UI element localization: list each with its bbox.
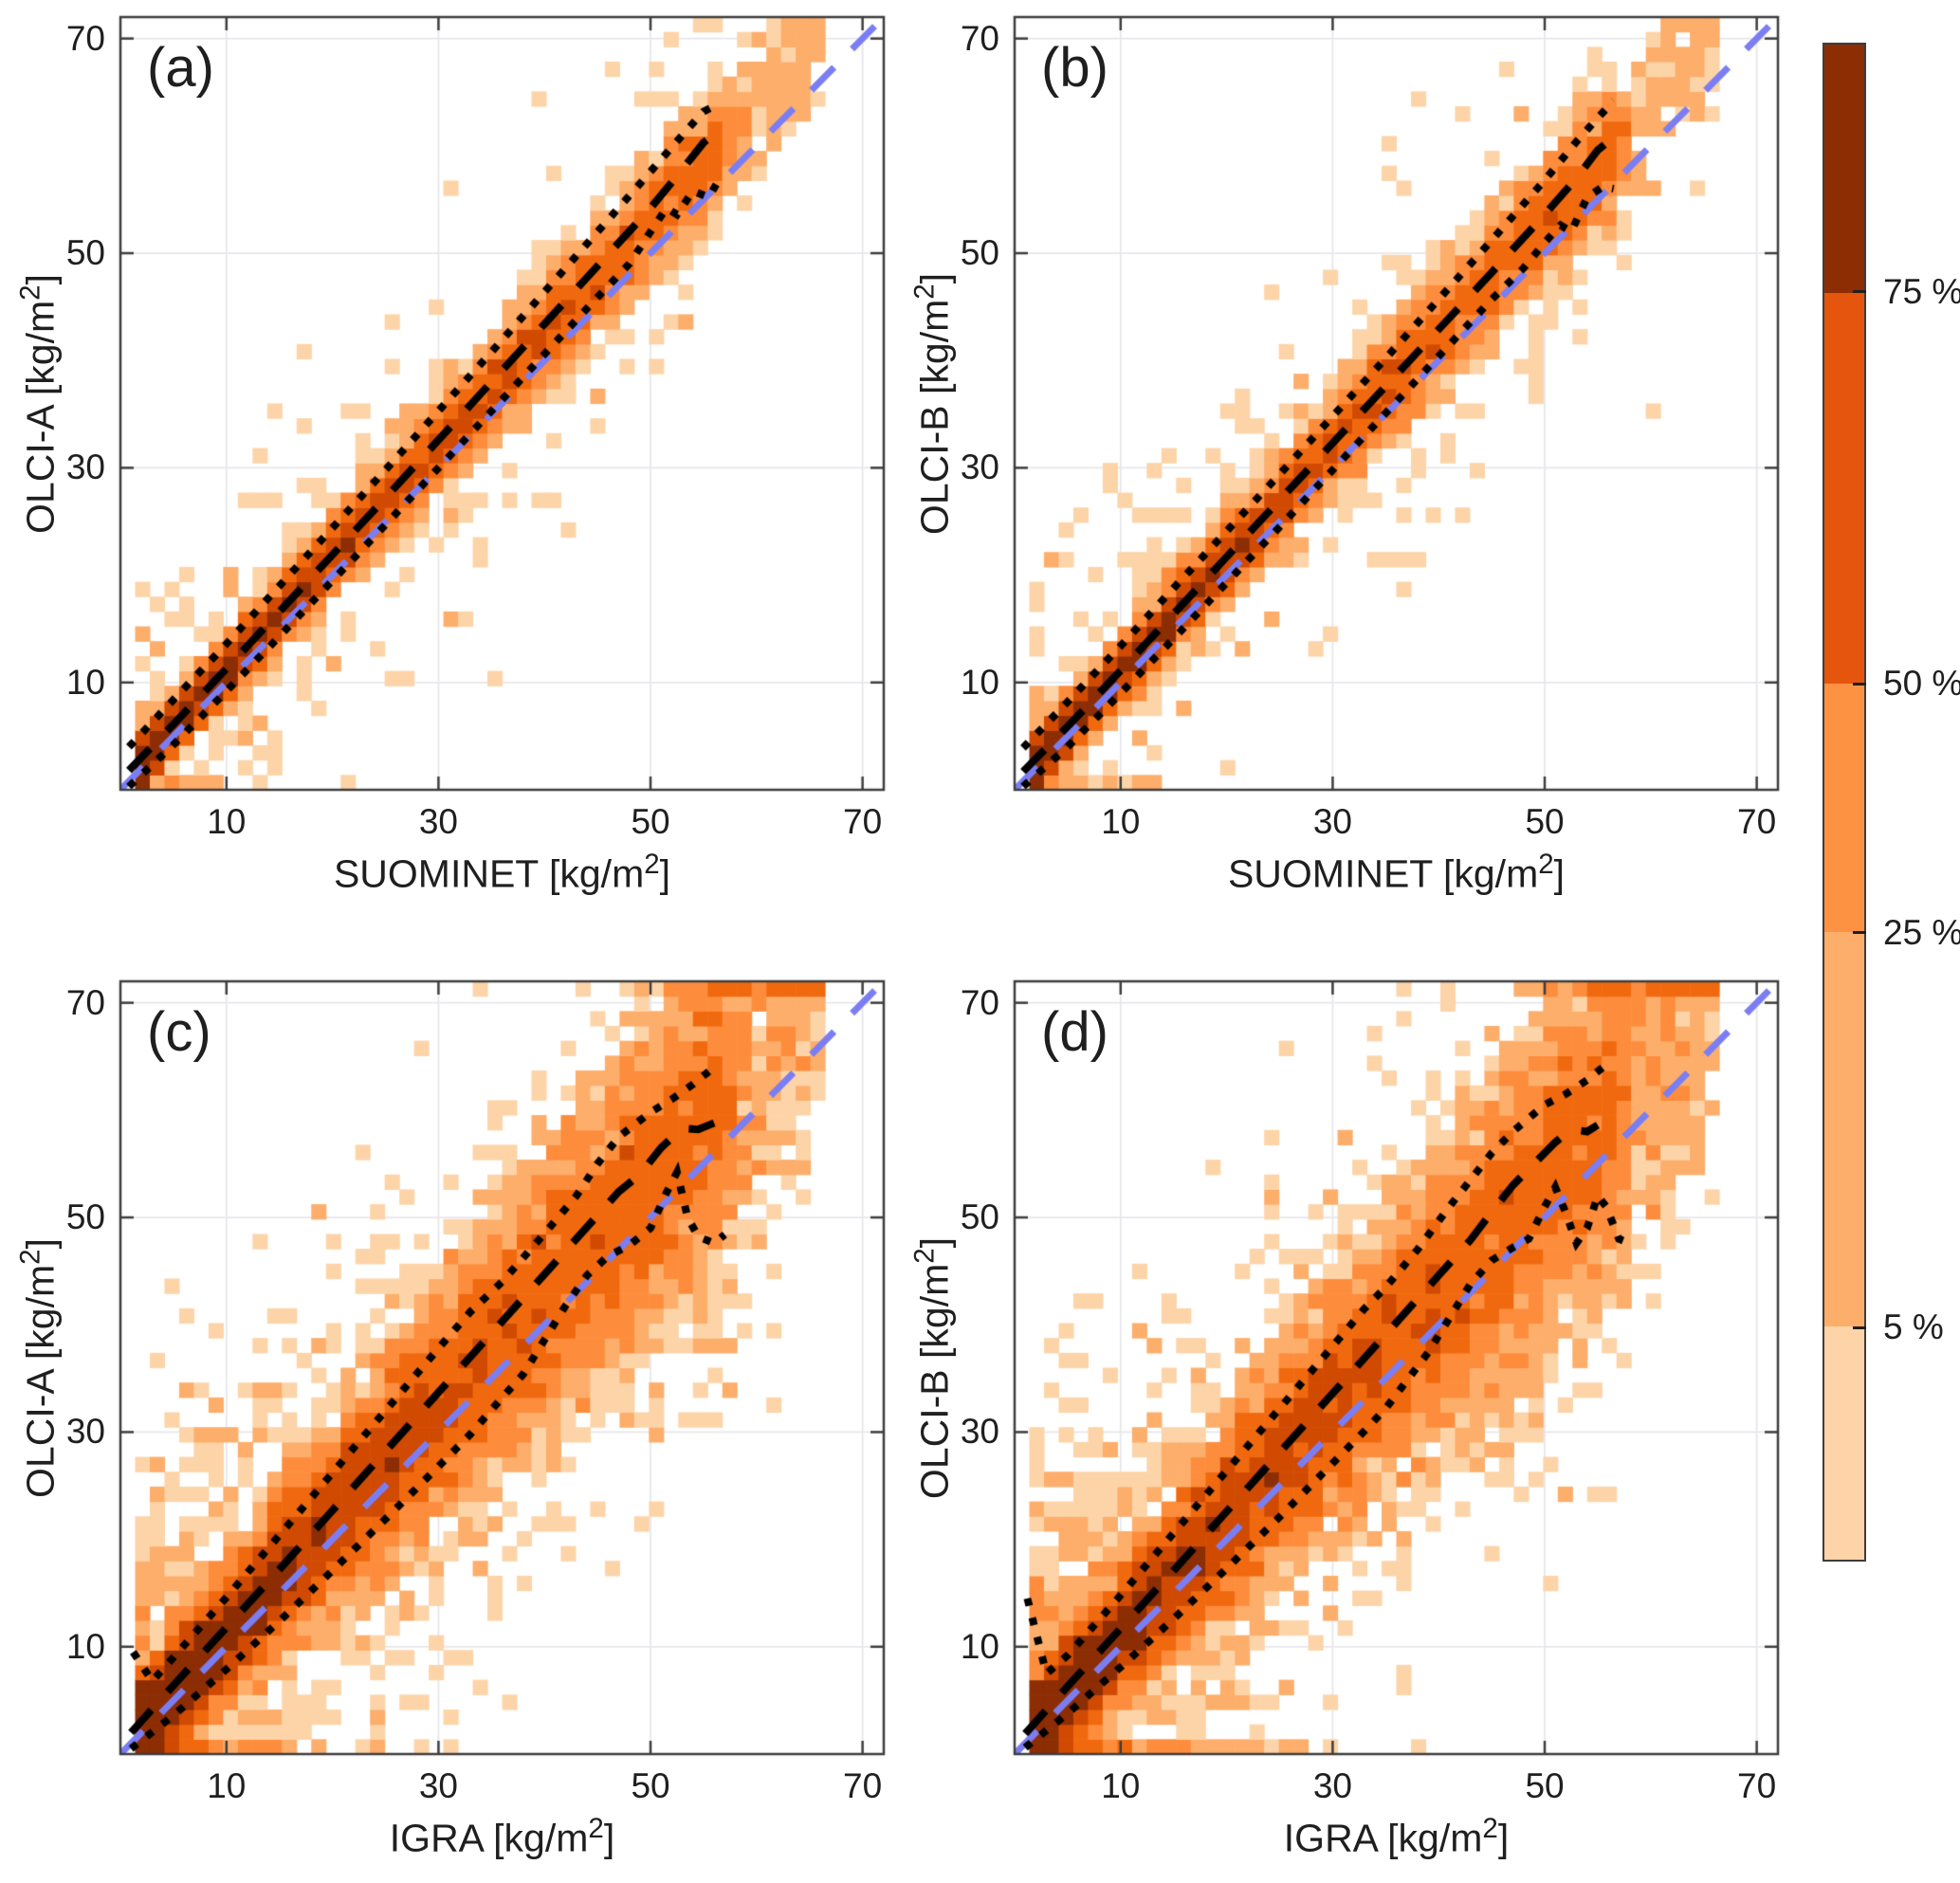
y-tick-label: 70 <box>960 18 999 58</box>
y-tick-label: 70 <box>65 18 105 58</box>
y-tick-label: 50 <box>65 233 105 273</box>
panel-c-x-axis-label: IGRA [kg/m2] <box>120 1813 884 1861</box>
x-label-end: ] <box>603 1816 615 1860</box>
y-label-sup: 2 <box>908 283 941 300</box>
y-label-sup: 2 <box>14 283 46 301</box>
x-label-sup: 2 <box>644 849 660 880</box>
x-tick-label: 50 <box>631 1766 670 1805</box>
x-tick-label: 70 <box>843 802 883 841</box>
panel-b-x-axis-label: SUOMINET [kg/m2] <box>1015 849 1778 897</box>
x-tick-label: 30 <box>418 802 458 841</box>
colorbar-tick-mark <box>1853 682 1866 686</box>
x-label-end: ] <box>659 851 671 896</box>
colorbar-label: 75 % <box>1883 271 1960 311</box>
x-label-sup: 2 <box>1538 849 1554 880</box>
y-tick-label: 50 <box>960 233 999 273</box>
y-label-sup: 2 <box>908 1247 941 1264</box>
x-tick-label: 10 <box>1101 1766 1141 1805</box>
y-tick-label: 30 <box>960 1412 999 1452</box>
y-tick-label: 10 <box>960 1626 999 1666</box>
x-tick-label: 30 <box>418 1766 458 1805</box>
panel-a-letter: (a) <box>147 37 214 99</box>
y-tick-label: 50 <box>960 1197 999 1237</box>
colorbar-segment-2 <box>1824 684 1864 933</box>
y-tick-label: 70 <box>65 982 105 1022</box>
y-label-text: OLCI-A [kg/m <box>18 1264 63 1498</box>
x-tick-label: 70 <box>1737 802 1777 841</box>
x-label-sup: 2 <box>1482 1813 1498 1844</box>
x-label-end: ] <box>1553 851 1566 896</box>
colorbar-segment-0 <box>1824 45 1864 294</box>
x-tick-label: 30 <box>1312 802 1352 841</box>
panel-d-letter: (d) <box>1041 1001 1108 1063</box>
y-tick-label: 30 <box>960 448 999 487</box>
y-tick-label: 10 <box>960 662 999 702</box>
x-tick-label: 70 <box>1737 1766 1777 1805</box>
panel-a-x-axis-label: SUOMINET [kg/m2] <box>120 849 884 897</box>
y-tick-label: 10 <box>65 662 105 702</box>
x-tick-label: 70 <box>843 1766 883 1805</box>
x-tick-label: 50 <box>1525 802 1565 841</box>
colorbar-tick-mark <box>1853 290 1866 294</box>
x-tick-label: 10 <box>207 1766 247 1805</box>
colorbar-label: 5 % <box>1883 1307 1944 1347</box>
colorbar <box>1823 43 1866 1562</box>
colorbar-tick-mark <box>1853 931 1866 935</box>
x-tick-label: 50 <box>631 802 670 841</box>
panel-b-y-axis-label: OLCI-B [kg/m2] <box>909 272 958 534</box>
x-label-text: IGRA [kg/m <box>389 1816 589 1860</box>
panel-d-x-axis-label: IGRA [kg/m2] <box>1015 1813 1778 1861</box>
panel-c-letter: (c) <box>147 1001 211 1063</box>
colorbar-label: 50 % <box>1883 664 1960 704</box>
panel-d-y-axis-label: OLCI-B [kg/m2] <box>909 1236 958 1498</box>
colorbar-segment-1 <box>1824 293 1864 685</box>
x-label-text: SUOMINET [kg/m <box>333 851 645 896</box>
x-tick-label: 50 <box>1525 1766 1565 1805</box>
x-tick-label: 10 <box>207 802 247 841</box>
x-label-sup: 2 <box>588 1813 604 1844</box>
panel-c-y-axis-label: OLCI-A [kg/m2] <box>15 1238 64 1498</box>
y-tick-label: 50 <box>65 1197 105 1237</box>
y-label-sup: 2 <box>14 1248 46 1265</box>
x-label-text: SUOMINET [kg/m <box>1227 851 1539 896</box>
x-tick-label: 30 <box>1312 1766 1352 1805</box>
y-label-text: OLCI-A [kg/m <box>18 300 63 534</box>
y-tick-label: 30 <box>65 448 105 487</box>
colorbar-segment-4 <box>1824 1325 1864 1560</box>
x-label-text: IGRA [kg/m <box>1283 1816 1483 1860</box>
y-tick-label: 30 <box>65 1412 105 1452</box>
y-tick-label: 10 <box>65 1626 105 1666</box>
x-label-end: ] <box>1497 1816 1510 1860</box>
x-tick-label: 10 <box>1101 802 1141 841</box>
y-tick-label: 70 <box>960 982 999 1022</box>
y-label-text: OLCI-B [kg/m <box>912 299 957 535</box>
y-label-text: OLCI-B [kg/m <box>912 1263 957 1499</box>
colorbar-tick-mark <box>1853 1325 1866 1329</box>
panel-a-y-axis-label: OLCI-A [kg/m2] <box>15 274 64 534</box>
panel-b-letter: (b) <box>1041 37 1108 99</box>
colorbar-label: 25 % <box>1883 912 1960 952</box>
colorbar-segment-3 <box>1824 932 1864 1326</box>
